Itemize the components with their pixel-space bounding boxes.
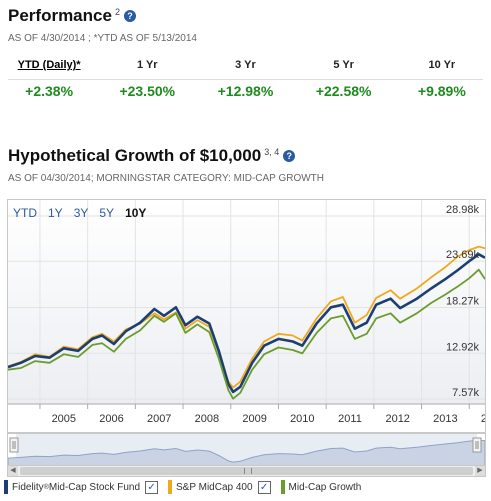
performance-values-row: +2.38% +23.50% +12.98% +22.58% +9.89% bbox=[0, 81, 491, 101]
y-tick-label: 28.98k bbox=[446, 204, 480, 216]
grip-icon bbox=[243, 468, 252, 474]
scroll-thumb[interactable] bbox=[20, 467, 473, 475]
col-1yr: 1 Yr bbox=[136, 59, 158, 71]
range-5y[interactable]: 5Y bbox=[99, 206, 115, 220]
performance-title: Performance 2? bbox=[8, 6, 136, 26]
chart-legend: Fidelity ® Mid-Cap Stock Fund ✓ S&P MidCa… bbox=[4, 479, 365, 495]
legend-swatch-sp400 bbox=[168, 480, 173, 494]
scroll-left-icon[interactable]: ◀ bbox=[8, 466, 18, 476]
col-10yr: 10 Yr bbox=[428, 59, 456, 71]
help-icon[interactable]: ? bbox=[123, 9, 136, 22]
x-tick-label: 2007 bbox=[147, 413, 171, 425]
x-tick-label: 2012 bbox=[385, 413, 409, 425]
help-icon[interactable]: ? bbox=[283, 149, 296, 162]
x-tick-label: 2010 bbox=[290, 413, 314, 425]
x-tick-label: 2011 bbox=[338, 413, 362, 425]
growth-title: Hypothetical Growth of $10,000 3, 4? bbox=[8, 146, 296, 166]
navigator-handle-left bbox=[9, 437, 19, 453]
range-ytd[interactable]: YTD bbox=[13, 206, 37, 220]
performance-header-row: YTD (Daily)* 1 Yr 3 Yr 5 Yr 10 Yr bbox=[0, 55, 491, 75]
legend-item-sp400[interactable]: S&P MidCap 400 ✓ bbox=[168, 480, 277, 494]
legend-item-midcap-growth[interactable]: Mid-Cap Growth bbox=[280, 480, 361, 494]
series-line-1 bbox=[8, 245, 485, 389]
col-ytd[interactable]: YTD (Daily)* bbox=[17, 59, 81, 71]
range-10y[interactable]: 10Y bbox=[125, 206, 147, 220]
col-5yr: 5 Yr bbox=[333, 59, 354, 71]
navigator-handle-right bbox=[472, 437, 482, 453]
value-3yr: +12.98% bbox=[217, 83, 274, 99]
legend-swatch-midcap-growth bbox=[280, 480, 285, 494]
chart-plot: 2005 2006 2007 2008 2009 2010 2011 2012 2013 2014… bbox=[8, 200, 485, 425]
range-1y[interactable]: 1Y bbox=[48, 206, 63, 220]
col-3yr: 3 Yr bbox=[235, 59, 256, 71]
legend-checkbox-fund[interactable]: ✓ bbox=[145, 480, 159, 494]
y-tick-label: 12.92k bbox=[446, 341, 480, 353]
navigator-plot bbox=[7, 434, 486, 467]
y-tick-label: 7.57k bbox=[452, 387, 479, 399]
value-5yr: +22.58% bbox=[315, 83, 372, 99]
x-tick-label: 2006 bbox=[99, 413, 123, 425]
legend-item-fund[interactable]: Fidelity ® Mid-Cap Stock Fund ✓ bbox=[4, 480, 164, 494]
legend-swatch-fund bbox=[4, 480, 8, 494]
x-tick-label: 2009 bbox=[242, 413, 266, 425]
x-tick-label: 2005 bbox=[52, 413, 76, 425]
x-tick-label: 2008 bbox=[195, 413, 219, 425]
value-10yr: +9.89% bbox=[417, 83, 466, 99]
x-tick-label: 2013 bbox=[433, 413, 457, 425]
performance-divider bbox=[8, 79, 483, 80]
series-line-0 bbox=[8, 252, 485, 394]
legend-checkbox-sp400[interactable]: ✓ bbox=[257, 480, 271, 494]
growth-chart: YTD 1Y 3Y 5Y 10Y 2005 2006 2007 2008 2009 201… bbox=[7, 199, 486, 433]
y-tick-label: 18.27k bbox=[446, 296, 480, 308]
chart-navigator[interactable] bbox=[7, 433, 486, 467]
scroll-right-icon[interactable]: ▶ bbox=[475, 466, 485, 476]
range-selector: YTD 1Y 3Y 5Y 10Y bbox=[13, 206, 157, 220]
footnote-3-4[interactable]: 3, 4 bbox=[264, 147, 280, 157]
series-line-2 bbox=[8, 268, 485, 400]
range-3y[interactable]: 3Y bbox=[73, 206, 89, 220]
performance-table: YTD (Daily)* 1 Yr 3 Yr 5 Yr 10 Yr +2.38%… bbox=[0, 55, 491, 101]
footnote-2[interactable]: 2 bbox=[114, 7, 120, 17]
performance-as-of: AS OF 4/30/2014 ; *YTD AS OF 5/13/2014 bbox=[8, 33, 197, 44]
navigator-area bbox=[7, 439, 486, 467]
growth-as-of: AS OF 04/30/2014; MORNINGSTAR CATEGORY: … bbox=[8, 173, 324, 184]
value-1yr: +23.50% bbox=[119, 83, 176, 99]
chart-scrollbar[interactable]: ◀ ▶ bbox=[7, 465, 486, 477]
x-tick-label: 2014 bbox=[481, 413, 485, 425]
y-tick-label: 23.69k bbox=[446, 249, 480, 261]
value-ytd: +2.38% bbox=[25, 83, 74, 99]
